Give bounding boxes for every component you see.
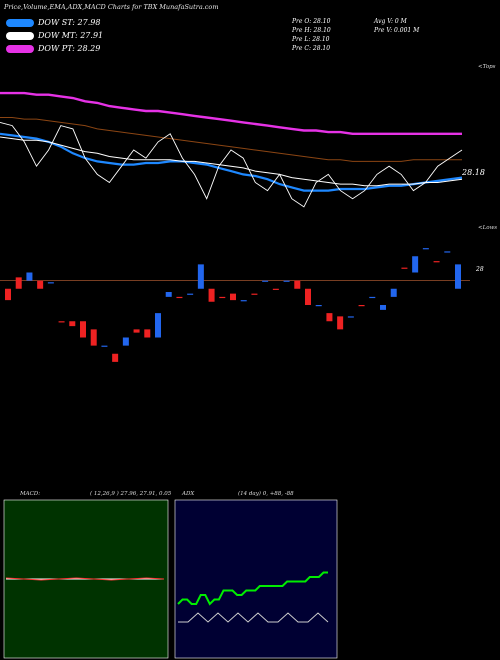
candle-41 <box>444 251 451 253</box>
candle-8 <box>90 329 97 346</box>
legend-dow-pt: DOW PT: 28.29 <box>6 44 100 53</box>
ema-line-0 <box>0 132 463 192</box>
candle-33 <box>358 305 365 307</box>
candle-12 <box>133 329 140 333</box>
candle-14 <box>155 313 161 338</box>
macd-values: ( 12,26,9 ) 27.96, 27.91, 0.05 <box>90 491 172 497</box>
candle-40 <box>433 261 440 263</box>
candle-5 <box>58 321 65 323</box>
tag-lows: <Lows <box>478 225 498 231</box>
level-label: 28 <box>476 266 484 273</box>
candle-13 <box>144 329 151 338</box>
adx-line-1 <box>177 571 328 606</box>
info-prev-close: Pre C: 28.10 <box>292 45 331 52</box>
legend-swatch-pt <box>6 44 34 53</box>
candle-38 <box>412 256 419 273</box>
candle-6 <box>69 321 76 327</box>
candle-26 <box>283 280 290 282</box>
candle-37 <box>401 267 408 269</box>
candle-9 <box>101 345 108 347</box>
ema-line-1 <box>0 136 463 187</box>
tag-tops: <Tops <box>478 64 496 70</box>
candle-42 <box>455 264 461 289</box>
candle-35 <box>380 305 386 310</box>
ema-line-3 <box>0 117 462 162</box>
macd-label: MACD: <box>20 491 41 497</box>
info-avg-vol: Avg V: 0 M <box>374 18 407 25</box>
info-prev-low: Pre L: 28.10 <box>292 36 330 43</box>
candle-3 <box>37 280 44 289</box>
adx-panel <box>174 499 338 659</box>
candle-34 <box>369 296 376 299</box>
ema-line-2 <box>0 91 462 135</box>
info-prev-open: Pre O: 28.10 <box>292 18 331 25</box>
ema-line-4 <box>0 121 463 208</box>
candle-19 <box>208 288 215 302</box>
adx-line-0 <box>178 612 329 623</box>
legend-swatch-mt <box>6 31 34 40</box>
adx-label: ADX <box>182 491 195 497</box>
candle-31 <box>337 316 344 330</box>
candle-16 <box>176 296 183 299</box>
candle-2 <box>26 272 33 281</box>
candle-32 <box>347 316 354 318</box>
candle-23 <box>251 293 258 295</box>
macd-line-1 <box>5 577 165 581</box>
info-prev-vol: Pre V: 0.001 M <box>374 27 420 34</box>
candle-25 <box>272 288 279 290</box>
adx-values: (14 day) 0, +88, -88 <box>238 491 294 497</box>
candle-39 <box>422 248 429 250</box>
candle-36 <box>390 288 397 297</box>
legend-label-st: DOW ST: 27.98 <box>38 18 101 27</box>
candle-15 <box>165 292 172 297</box>
candle-0 <box>5 288 11 301</box>
candle-7 <box>80 321 86 338</box>
candle-18 <box>197 264 204 289</box>
candle-11 <box>122 337 129 346</box>
price-end-label: 28.18 <box>462 168 485 177</box>
info-prev-high: Pre H: 28.10 <box>292 27 331 34</box>
legend-label-mt: DOW MT: 27.91 <box>38 31 104 40</box>
candle-1 <box>15 277 22 289</box>
candle-28 <box>305 288 311 305</box>
candle-21 <box>230 293 236 301</box>
candle-24 <box>262 280 269 282</box>
legend-dow-st: DOW ST: 27.98 <box>6 18 100 27</box>
legend-label-pt: DOW PT: 28.29 <box>38 44 101 53</box>
legend-swatch-st <box>6 18 34 27</box>
candle-27 <box>294 280 301 289</box>
candle-10 <box>112 353 119 362</box>
legend-dow-mt: DOW MT: 27.91 <box>6 31 103 40</box>
candle-22 <box>240 300 247 302</box>
chart-title: Price,Volume,EMA,ADX,MACD Charts for TBX… <box>4 3 219 11</box>
candle-30 <box>326 313 333 322</box>
candle-20 <box>219 296 226 299</box>
candle-4 <box>47 282 54 284</box>
candle-17 <box>187 293 194 295</box>
candle-29 <box>315 305 322 307</box>
